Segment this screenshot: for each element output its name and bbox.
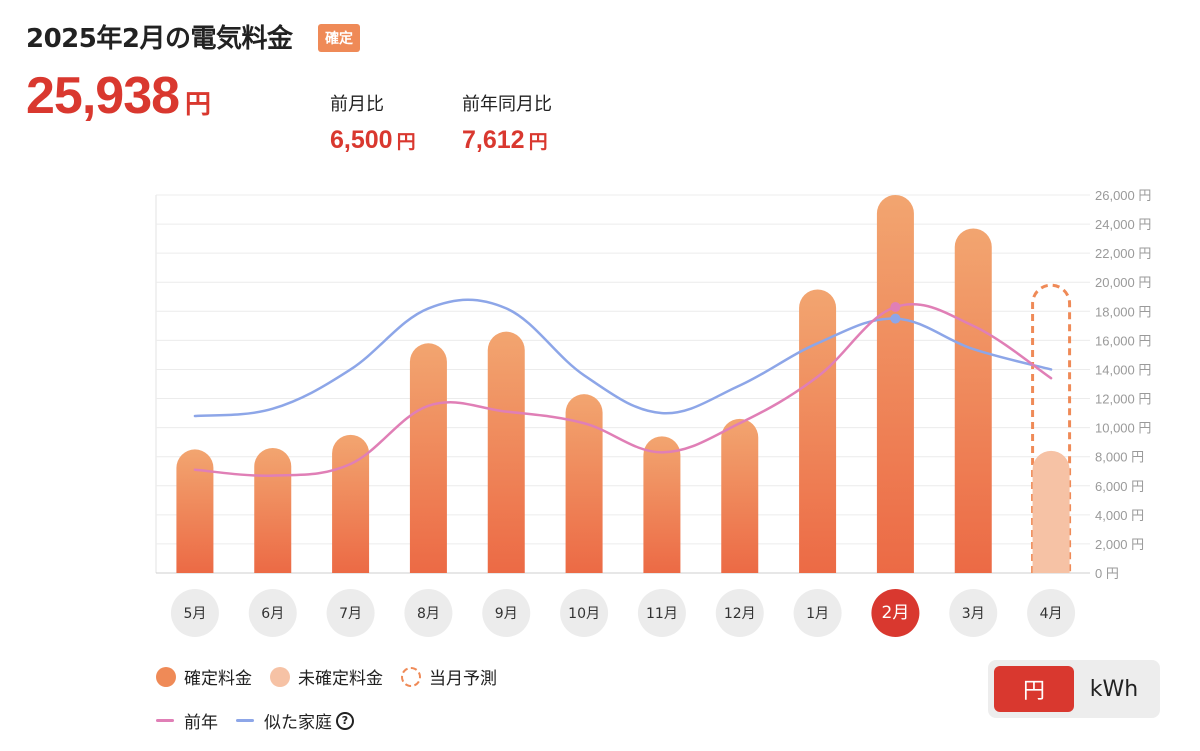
lines [193,298,1053,477]
y-tick-label: 0 円 [1095,566,1119,581]
month-pill-selected [871,589,920,637]
previous-year-line-icon [156,719,174,722]
unconfirmed-swatch-icon [270,666,290,687]
bar [254,447,292,573]
y-tick-label: 22,000 円 [1095,246,1151,261]
help-icon[interactable]: ? [336,711,354,730]
month-pill [482,589,531,637]
year-over-year-label: 前年同月比 [462,94,552,115]
forecast-swatch-icon [401,666,421,687]
bar [876,195,914,573]
y-tick-label: 4,000 円 [1095,508,1144,523]
legend-previous-year-label: 前年 [184,713,218,733]
x-tick-label: 5月 [183,606,206,622]
yen-toggle-button[interactable]: 円 [994,666,1074,712]
y-tick-label: 26,000 円 [1095,188,1151,203]
month-pill [326,589,375,637]
y-tick-label: 16,000 円 [1095,333,1151,348]
legend-previous-year: 前年 [156,708,218,733]
month-pill [170,589,219,637]
legend-unconfirmed-label: 未確定料金 [298,669,383,689]
y-tick-label: 10,000 円 [1095,421,1151,436]
month-over-month-amount: 6,500 円 [330,126,416,155]
total-value: 25,938 [26,67,180,125]
kwh-toggle-button[interactable]: kWh [1089,676,1139,702]
y-tick-label: 20,000 円 [1095,275,1151,290]
legend-similar-household-label: 似た家庭 [264,713,332,733]
legend-unconfirmed: 未確定料金 [270,664,383,689]
bar [565,394,603,573]
total-amount: 25,938 円 [26,66,211,126]
bar [954,228,992,573]
previous-year-line-point [890,301,901,312]
x-tick-label: 12月 [724,606,756,622]
bar [721,418,759,573]
year-over-year-unit: 円 [528,132,548,153]
x-tick-label: 8月 [417,606,440,622]
legend-lines: 前年 似た家庭 ? [156,708,372,733]
bar [176,449,214,573]
month-pill [949,589,998,637]
legend-similar-household[interactable]: 似た家庭 ? [236,708,354,733]
similar-household-line-point [890,313,901,324]
month-pill [715,589,764,637]
month-pill [1027,589,1076,637]
total-unit: 円 [185,89,212,119]
page-title: 2025年2月の電気料金 [26,24,293,54]
status-badge: 確定 [318,24,360,52]
year-over-year-amount: 7,612 円 [462,126,552,155]
legend-forecast: 当月予測 [401,664,497,689]
month-over-month-label: 前月比 [330,94,384,115]
bar [487,331,525,573]
unit-toggle[interactable]: 円 kWh [988,660,1160,718]
x-tick-label: 11月 [646,606,678,622]
y-tick-label: 24,000 円 [1095,217,1151,232]
legend-bars: 確定料金 未確定料金 当月予測 [156,664,515,689]
month-pill [560,589,609,637]
y-tick-label: 14,000 円 [1095,362,1151,377]
legend-forecast-label: 当月予測 [429,669,497,689]
y-tick-label: 12,000 円 [1095,392,1151,407]
bar [409,343,447,573]
legend-confirmed: 確定料金 [156,664,252,689]
month-pill [793,589,842,637]
month-pill [637,589,686,637]
x-tick-label: 6月 [261,606,284,622]
previous-year-line [193,302,1053,477]
x-tick-label: 2月 [882,603,910,623]
y-tick-label: 2,000 円 [1095,537,1144,552]
y-tick-label: 6,000 円 [1095,479,1144,494]
x-tick-label: 9月 [495,606,518,622]
bar [643,436,681,573]
month-pill [248,589,297,637]
confirmed-swatch-icon [156,666,176,687]
month-pill [404,589,453,637]
legend-confirmed-label: 確定料金 [184,669,252,689]
bar [332,434,370,573]
x-tick-label: 3月 [962,606,985,622]
year-over-year-value: 7,612 [462,126,525,154]
x-axis: 5月 6月 7月 8月 9月 10月 11月 12月 1月 2月 3月 4月 [170,589,1076,637]
month-over-month-value: 6,500 [330,126,393,154]
bar [799,289,837,573]
x-tick-label: 1月 [806,606,829,622]
x-tick-label: 10月 [568,606,600,622]
similar-household-line-icon [236,719,254,722]
x-tick-label: 4月 [1040,606,1063,622]
bill-chart: 0 円 2,000 円 4,000 円 6,000 円 8,000 円 10,000 円 1… [155,188,1151,637]
year-over-year: 前年同月比 7,612 円 [462,90,552,155]
month-over-month: 前月比 6,500 円 [330,90,416,155]
bars [176,195,1072,573]
y-tick-label: 8,000 円 [1095,450,1144,465]
month-over-month-unit: 円 [396,132,416,153]
grid: 0 円 2,000 円 4,000 円 6,000 円 8,000 円 10,000 円 1… [155,188,1151,581]
unconfirmed-bar [1032,450,1070,573]
x-tick-label: 7月 [339,606,362,622]
y-tick-label: 18,000 円 [1095,304,1151,319]
